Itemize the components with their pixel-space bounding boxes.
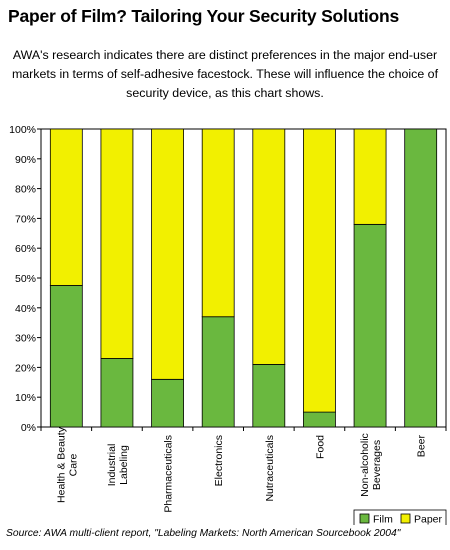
x-category-label: Labeling (118, 445, 130, 485)
source-note: Source: AWA multi-client report, "Labeli… (6, 528, 401, 539)
y-tick-label: 80% (15, 184, 36, 196)
y-tick-label: 50% (15, 273, 36, 285)
legend-swatch-film (359, 513, 370, 524)
y-tick-label: 90% (15, 154, 36, 166)
y-tick-label: 0% (21, 422, 36, 434)
x-category-label: Food (314, 435, 326, 459)
x-category-label: Beer (416, 435, 428, 458)
x-category-label: Nutraceuticals (264, 435, 276, 502)
bar-film-7 (404, 128, 438, 428)
legend-swatch-paper (400, 513, 411, 524)
bar-film-5 (303, 411, 336, 428)
stacked-bar-chart: 0% 10% 20% 30% 40% 50% 60% 70% 80% 90% 100% Health … (9, 124, 447, 526)
x-category-label: Non-alcoholic (359, 433, 371, 497)
y-tick-label: 60% (15, 243, 36, 255)
y-tick-label: 70% (15, 213, 36, 225)
bar-paper-0 (49, 128, 83, 286)
y-tick-label: 40% (15, 303, 36, 315)
x-category-label: Beverages (371, 440, 383, 490)
x-category-label: Pharmaceuticals (163, 435, 175, 513)
bar-film-4 (252, 364, 286, 428)
legend-box (353, 509, 447, 525)
legend-label-paper: Paper (414, 514, 443, 526)
bar-film-0 (49, 285, 83, 428)
x-category-label: Electronics (213, 435, 225, 486)
bar-paper-4 (252, 128, 286, 365)
y-tick-label: 30% (15, 333, 36, 345)
bar-film-2 (151, 378, 184, 428)
bar-film-1 (100, 358, 134, 428)
y-tick-label: 20% (15, 362, 36, 374)
x-category-label: Care (67, 453, 79, 476)
x-category-label: Industrial (106, 444, 118, 487)
chart-subtitle: AWA's research indicates there are disti… (11, 48, 439, 100)
bar-paper-3 (201, 128, 235, 318)
y-tick-label: 100% (9, 124, 36, 136)
bar-paper-6 (353, 128, 387, 225)
bar-film-6 (353, 223, 387, 428)
bar-paper-2 (151, 128, 184, 380)
legend-label-film: Film (373, 514, 393, 526)
y-tick-label: 10% (15, 392, 36, 404)
bar-film-3 (201, 316, 235, 428)
chart-title: Paper of Film? Tailoring Your Security S… (8, 6, 400, 26)
bar-paper-5 (303, 128, 336, 413)
bar-paper-1 (100, 128, 134, 359)
x-category-label: Health & Beauty (55, 426, 67, 503)
